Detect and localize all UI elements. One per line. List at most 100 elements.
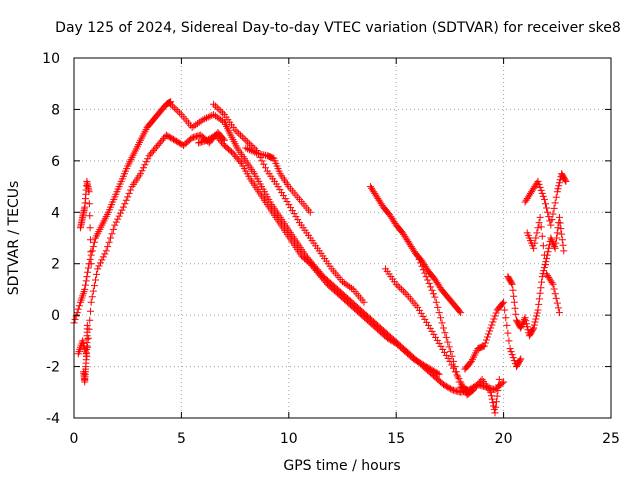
data-point [449, 364, 457, 372]
data-point [488, 395, 496, 403]
data-point [434, 369, 442, 377]
data-point [170, 104, 178, 112]
data-point [534, 224, 542, 232]
data-point [435, 370, 443, 378]
data-point [292, 213, 300, 221]
data-point [491, 312, 499, 320]
series-track-d [195, 131, 443, 378]
x-tick-label: 25 [602, 431, 620, 447]
series-track-n [76, 177, 95, 268]
data-point [535, 300, 543, 308]
data-point [187, 135, 195, 143]
series-track-i [414, 252, 471, 394]
data-point [81, 285, 89, 293]
data-point [290, 210, 298, 218]
y-tick-label: -2 [46, 360, 60, 376]
data-point [507, 279, 515, 287]
data-point [172, 137, 180, 145]
data-point [242, 144, 250, 152]
data-point [534, 177, 542, 185]
data-point [418, 360, 426, 368]
data-point [432, 298, 440, 306]
data-point [427, 365, 435, 373]
data-point [392, 280, 400, 288]
data-point [318, 273, 326, 281]
data-point [118, 206, 126, 214]
data-point [486, 327, 494, 335]
data-point [82, 277, 90, 285]
data-point [394, 282, 402, 290]
plot-frame [73, 57, 612, 419]
data-point [288, 207, 296, 215]
data-point [553, 234, 561, 242]
data-point [192, 121, 200, 129]
data-point [548, 216, 556, 224]
data-point [419, 312, 427, 320]
data-point [533, 309, 541, 317]
series-track-c [167, 100, 508, 396]
data-point [463, 386, 471, 394]
data-point [472, 382, 480, 390]
y-tick-label: 2 [51, 257, 60, 273]
data-point [556, 219, 564, 227]
data-point [552, 294, 560, 302]
data-point [219, 140, 227, 148]
data-point [562, 177, 570, 185]
data-point [149, 147, 157, 155]
data-point [427, 283, 435, 291]
data-point [492, 309, 500, 317]
data-point [434, 303, 442, 311]
data-point [230, 151, 238, 159]
data-point [517, 324, 525, 332]
data-point [550, 243, 558, 251]
data-point [429, 290, 437, 298]
data-point [86, 236, 94, 244]
data-point [471, 384, 479, 392]
data-point [260, 160, 268, 168]
data-point [439, 324, 447, 332]
data-point [554, 185, 562, 193]
data-point [454, 373, 462, 381]
data-point [89, 287, 97, 295]
data-point [109, 225, 117, 233]
data-point [278, 189, 286, 197]
data-point [480, 342, 488, 350]
data-point [428, 327, 436, 335]
data-point [311, 265, 319, 273]
data-point [421, 362, 429, 370]
data-point [551, 244, 559, 252]
series-track-g [366, 183, 465, 317]
data-point [541, 261, 549, 269]
data-point [114, 215, 122, 223]
data-point [455, 378, 463, 386]
data-point [71, 315, 79, 323]
data-point [424, 321, 432, 329]
data-point [157, 138, 165, 146]
data-point [540, 267, 548, 275]
data-point [217, 116, 225, 124]
data-point [211, 102, 219, 110]
data-point [75, 302, 83, 310]
data-point [112, 218, 120, 226]
data-point [244, 145, 252, 153]
series-track-b [74, 129, 228, 360]
data-point [555, 179, 563, 187]
data-point [421, 269, 429, 277]
data-point [96, 259, 104, 267]
data-point [417, 359, 425, 367]
data-point [172, 105, 180, 113]
y-tick-label: -4 [46, 411, 60, 427]
data-point [540, 251, 548, 259]
data-point [145, 152, 153, 160]
data-point [316, 272, 324, 280]
data-point [421, 315, 429, 323]
data-point [431, 293, 439, 301]
data-point [108, 230, 116, 238]
data-point [535, 295, 543, 303]
data-point [553, 299, 561, 307]
data-point [205, 135, 213, 143]
data-point [195, 118, 203, 126]
data-point [242, 136, 250, 144]
data-point [538, 189, 546, 197]
